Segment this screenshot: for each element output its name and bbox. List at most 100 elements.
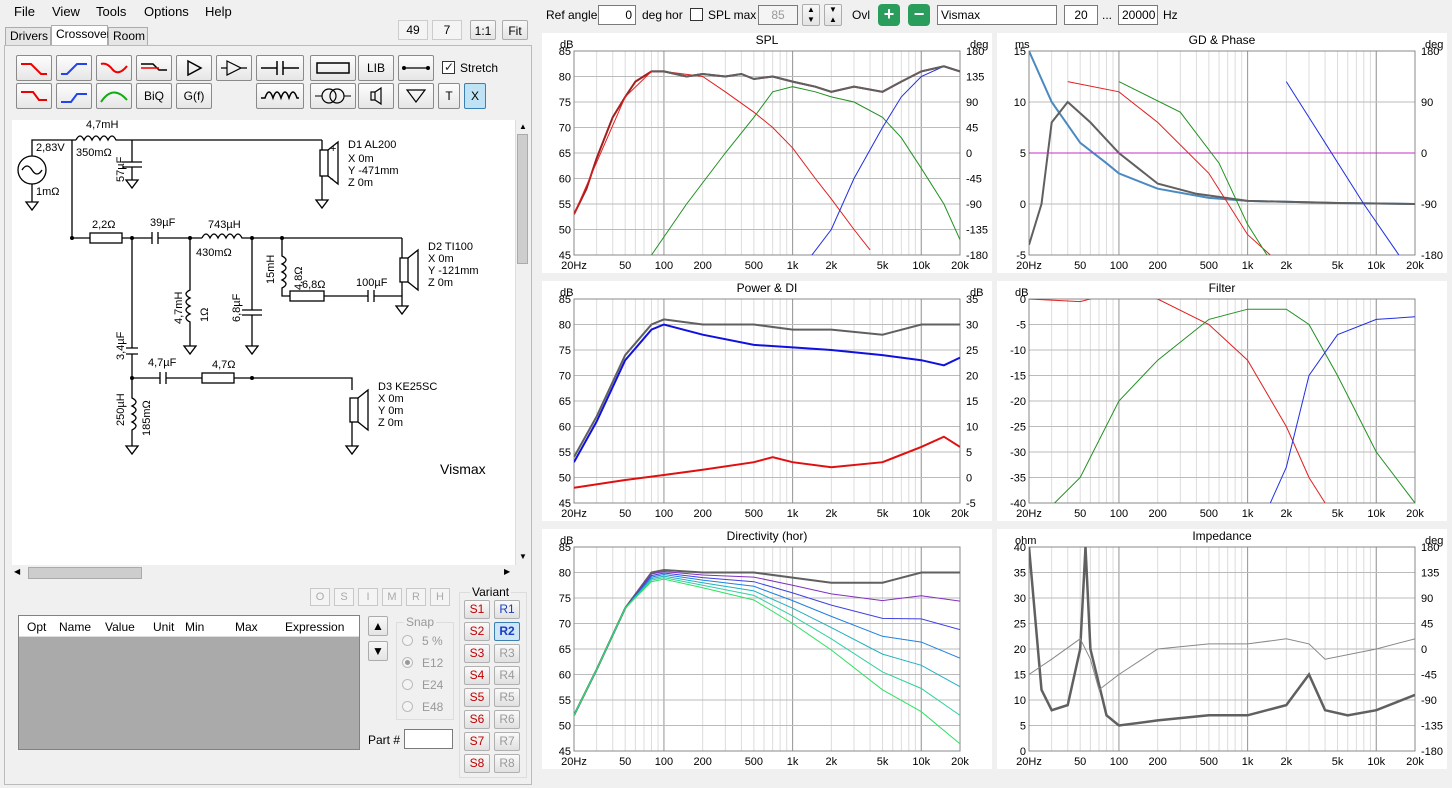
variant-r8-button[interactable]: R8 — [494, 754, 520, 773]
remove-overlay-button[interactable]: − — [908, 4, 930, 26]
driver-tool-button[interactable] — [358, 83, 394, 109]
spl-max-input[interactable]: 85 — [758, 5, 798, 25]
x-tick-label: 5k — [1332, 756, 1344, 768]
opt-button-o[interactable]: O — [310, 588, 330, 606]
variant-s1-button[interactable]: S1 — [464, 600, 490, 619]
overlay-name-input[interactable]: Vismax — [937, 5, 1057, 25]
scroll-right-arrow[interactable]: ▶ — [504, 567, 511, 576]
lowpass2-tool-button[interactable] — [16, 83, 52, 109]
snap-e48-radio[interactable] — [402, 701, 413, 712]
variant-r6-button[interactable]: R6 — [494, 710, 520, 729]
gf-button[interactable]: G(f) — [176, 83, 212, 109]
schematic-canvas[interactable]: 2,83V 1mΩ 4,7mH 350mΩ 57µF D1 AL200 X 0m… — [12, 119, 515, 565]
col-name[interactable]: Name — [59, 620, 92, 634]
opamp-tool-button[interactable] — [216, 55, 252, 81]
col-unit[interactable]: Unit — [153, 620, 175, 634]
variant-r1-button[interactable]: R1 — [494, 600, 520, 619]
transformer-tool-button[interactable] — [310, 83, 356, 109]
component-table[interactable]: Opt Name Value Unit Min Max Expression — [18, 615, 360, 750]
menu-view[interactable]: View — [52, 4, 80, 19]
variant-r2-button[interactable]: R2 — [494, 622, 520, 641]
opt-button-s[interactable]: S — [334, 588, 354, 606]
tab-room[interactable]: Room — [108, 27, 148, 45]
variant-s7-button[interactable]: S7 — [464, 732, 490, 751]
menu-help[interactable]: Help — [205, 4, 232, 19]
snap-e24-radio[interactable] — [402, 679, 413, 690]
part-number-input[interactable] — [404, 729, 453, 749]
variant-r7-button[interactable]: R7 — [494, 732, 520, 751]
text-tool-button[interactable]: T — [438, 83, 460, 109]
col-max[interactable]: Max — [235, 620, 258, 634]
spl-chart-panel[interactable]: SPL dB deg 85 80 75 70 65 60 55 50 45 180 135 90 45 0 -45… — [542, 33, 992, 273]
tab-crossover[interactable]: Crossover — [51, 25, 111, 46]
opt-button-r[interactable]: R — [406, 588, 426, 606]
scroll-thumb[interactable] — [517, 134, 528, 264]
lowpass-tool-button[interactable] — [16, 55, 52, 81]
fit-button[interactable]: Fit — [502, 20, 528, 40]
snap-e12-radio[interactable] — [402, 657, 413, 668]
freq-to-input[interactable]: 20000 — [1118, 5, 1158, 25]
library-button[interactable]: LIB — [358, 55, 394, 81]
col-value[interactable]: Value — [105, 620, 135, 634]
variant-r5-button[interactable]: R5 — [494, 688, 520, 707]
wire-tool-button[interactable] — [398, 55, 434, 81]
menu-tools[interactable]: Tools — [96, 4, 127, 19]
directivity-curve-6 — [574, 578, 960, 745]
left-tick-label: 65 — [559, 148, 571, 160]
ratio-button[interactable]: 1:1 — [470, 20, 496, 40]
spl-max-auto-button[interactable]: ▼ ▲ — [824, 4, 842, 26]
delete-tool-button[interactable]: X — [464, 83, 486, 109]
gd-phase-chart-panel[interactable]: GD & Phase ms deg 15 10 5 0 -5 180 90 0 -90 -180 20Hz… — [997, 33, 1447, 273]
ground-tool-button[interactable] — [398, 83, 434, 109]
inductor-tool-button[interactable] — [256, 83, 304, 109]
impedance-chart-panel[interactable]: Impedance ohm deg 40 35 30 25 20 15 10 5 0 180 135 90 4… — [997, 529, 1447, 769]
variant-s2-button[interactable]: S2 — [464, 622, 490, 641]
hscroll-thumb[interactable] — [28, 567, 142, 579]
opt-button-m[interactable]: M — [382, 588, 402, 606]
resistor-tool-button[interactable] — [310, 55, 356, 81]
peak-tool-button[interactable] — [96, 83, 132, 109]
opt-button-h[interactable]: H — [430, 588, 450, 606]
col-min[interactable]: Min — [185, 620, 205, 634]
menu-options[interactable]: Options — [144, 4, 189, 19]
spl-spin-updown[interactable]: ▲ ▼ — [802, 4, 820, 26]
filter-chart-panel[interactable]: Filter dB 0 -5 -10 -15 -20 -25 -30 -35 -40 20Hz 50 10… — [997, 281, 1447, 521]
variant-s4-button[interactable]: S4 — [464, 666, 490, 685]
directivity-chart-panel[interactable]: Directivity (hor) dB 85 80 75 70 65 60 55 50 45 20H… — [542, 529, 992, 769]
schematic-vertical-scrollbar[interactable]: ▲ ▼ — [515, 120, 529, 565]
menu-file[interactable]: File — [14, 4, 35, 19]
shelf-tool-button[interactable] — [136, 55, 172, 81]
variant-s6-button[interactable]: S6 — [464, 710, 490, 729]
scroll-up-arrow[interactable]: ▲ — [519, 122, 527, 131]
col-opt[interactable]: Opt — [27, 620, 47, 634]
col-expression[interactable]: Expression — [285, 620, 345, 634]
scroll-down-arrow[interactable]: ▼ — [519, 552, 527, 561]
tab-drivers[interactable]: Drivers — [5, 27, 51, 45]
biquad-button[interactable]: BiQ — [136, 83, 172, 109]
bandpass-tool-button[interactable] — [96, 55, 132, 81]
stretch-checkbox[interactable] — [442, 60, 455, 74]
scroll-left-arrow[interactable]: ◀ — [14, 567, 21, 576]
variant-r4-button[interactable]: R4 — [494, 666, 520, 685]
variant-s5-button[interactable]: S5 — [464, 688, 490, 707]
buffer-tool-button[interactable] — [176, 55, 212, 81]
freq-from-input[interactable]: 20 — [1064, 5, 1098, 25]
schematic-horizontal-scrollbar[interactable]: ◀ ▶ — [12, 565, 515, 581]
highpass2-tool-button[interactable] — [56, 83, 92, 109]
move-up-button[interactable]: ▲ — [368, 616, 388, 636]
r1-value: 2,2Ω — [92, 219, 116, 231]
highpass-tool-button[interactable] — [56, 55, 92, 81]
move-down-button[interactable]: ▼ — [368, 641, 388, 661]
ref-angle-input[interactable]: 0 — [598, 5, 636, 25]
power-di-chart-panel[interactable]: Power & DI dB dB 85 80 75 70 65 60 55 50 45 35 30 25 20… — [542, 281, 992, 521]
opt-button-i[interactable]: I — [358, 588, 378, 606]
variant-s8-button[interactable]: S8 — [464, 754, 490, 773]
snap-5pct-radio[interactable] — [402, 635, 413, 646]
left-tick-label: 85 — [559, 294, 571, 306]
capacitor-tool-button[interactable] — [256, 55, 304, 81]
add-overlay-button[interactable]: + — [878, 4, 900, 26]
variant-r3-button[interactable]: R3 — [494, 644, 520, 663]
spl-max-checkbox[interactable] — [690, 8, 703, 21]
x-tick-label: 500 — [745, 508, 763, 520]
variant-s3-button[interactable]: S3 — [464, 644, 490, 663]
